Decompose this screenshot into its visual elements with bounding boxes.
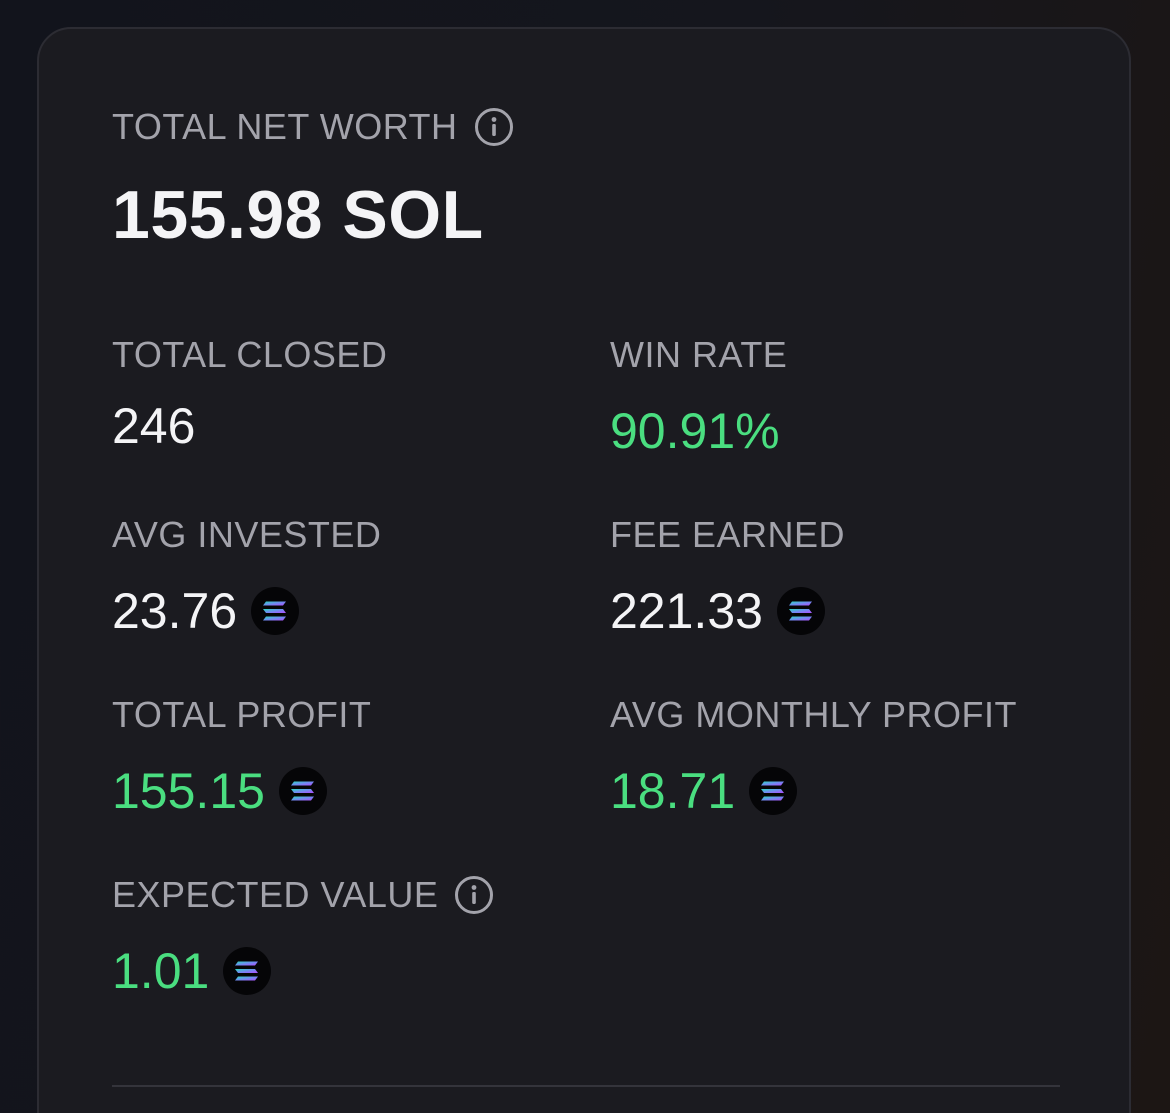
solana-icon	[279, 767, 327, 815]
total-profit-number: 155.15	[112, 763, 265, 819]
avg-monthly-profit-number: 18.71	[610, 763, 736, 819]
fee-earned-label: FEE EARNED	[610, 514, 846, 555]
total-closed-label: TOTAL CLOSED	[112, 334, 388, 375]
fee-earned-value: 221.33	[610, 583, 825, 639]
fee-earned-number: 221.33	[610, 583, 763, 639]
total-profit-label: TOTAL PROFIT	[112, 694, 372, 735]
expected-value-label-row: EXPECTED VALUE	[112, 875, 494, 915]
avg-monthly-profit-value: 18.71	[610, 763, 797, 819]
solana-icon	[749, 767, 797, 815]
solana-icon	[223, 947, 271, 995]
info-icon[interactable]	[454, 875, 494, 915]
win-rate-number: 90.91%	[610, 403, 780, 459]
avg-monthly-profit-label: AVG MONTHLY PROFIT	[610, 694, 1018, 735]
networth-label-row: TOTAL NET WORTH	[112, 107, 514, 147]
avg-invested-value: 23.76	[112, 583, 299, 639]
total-profit-value: 155.15	[112, 763, 327, 819]
win-rate-value: 90.91%	[610, 403, 780, 459]
solana-icon	[777, 587, 825, 635]
solana-icon	[251, 587, 299, 635]
avg-invested-label: AVG INVESTED	[112, 514, 382, 555]
win-rate-label: WIN RATE	[610, 334, 788, 375]
total-closed-value: 246	[112, 398, 195, 454]
networth-value: 155.98 SOL	[112, 177, 484, 253]
info-icon[interactable]	[474, 107, 514, 147]
expected-value-label: EXPECTED VALUE	[112, 874, 439, 915]
expected-value-number: 1.01	[112, 943, 210, 999]
total-closed-number: 246	[112, 398, 196, 454]
avg-invested-number: 23.76	[112, 583, 238, 639]
networth-label: TOTAL NET WORTH	[112, 106, 458, 147]
stats-card: TOTAL NET WORTH 155.98 SOL TOTAL CLOSED …	[37, 27, 1131, 1113]
divider	[112, 1085, 1060, 1087]
expected-value-value: 1.01	[112, 943, 271, 999]
